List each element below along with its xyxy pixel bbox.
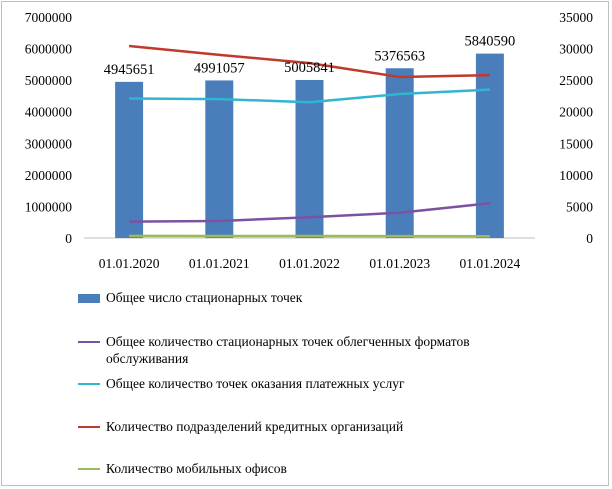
x-tick-label: 01.01.2024 (460, 256, 521, 271)
left-tick-label: 5000000 (25, 73, 73, 88)
legend-label: Количество мобильных офисов (106, 461, 287, 476)
x-tick-label: 01.01.2021 (189, 256, 250, 271)
data-labels: 4945651 4991057 5005841 5376563 5840590 (104, 34, 516, 78)
series-line (128, 44, 490, 79)
right-tick-label: 10000 (559, 168, 593, 183)
x-tick-label: 01.01.2023 (369, 256, 430, 271)
right-tick-label: 25000 (559, 73, 593, 88)
legend-swatch-series-1 (78, 383, 100, 385)
legend-swatch-series-2 (78, 426, 100, 428)
bar (385, 68, 414, 238)
line-series-group (128, 44, 491, 238)
left-tick-label: 6000000 (25, 42, 73, 57)
left-tick-label: 3000000 (25, 136, 73, 151)
bar (205, 80, 234, 238)
legend-swatch-series-0 (78, 341, 100, 343)
legend-label: Общее количество точек оказания платежны… (106, 376, 405, 391)
bar (295, 79, 324, 238)
series-line (129, 88, 490, 104)
bar-series (115, 53, 504, 238)
bar-data-label: 4945651 (104, 62, 155, 78)
left-tick-label: 4000000 (25, 105, 73, 120)
left-tick-label: 0 (65, 231, 72, 246)
bar (115, 81, 144, 238)
left-tick-label: 7000000 (25, 10, 73, 25)
legend-label: Общее количество стационарных точек обле… (106, 334, 470, 366)
bar (475, 53, 504, 238)
x-tick-label: 01.01.2020 (99, 256, 160, 271)
x-axis: 01.01.2020 01.01.2021 01.01.2022 01.01.2023… (99, 256, 521, 271)
left-tick-label: 1000000 (25, 199, 73, 214)
right-tick-label: 5000 (566, 199, 593, 214)
bar-data-label: 5376563 (374, 48, 425, 64)
bar-data-label: 5840590 (465, 34, 516, 50)
right-tick-label: 0 (586, 231, 593, 246)
right-tick-label: 15000 (559, 136, 593, 151)
right-axis: 0 5000 10000 15000 20000 25000 30000 35000 (559, 10, 593, 246)
series-line (129, 202, 491, 223)
left-axis: 0 1000000 2000000 3000000 4000000 5000000 6000… (25, 10, 73, 246)
legend-label: Количество подразделений кредитных орган… (106, 419, 404, 434)
bar-data-label: 5005841 (284, 60, 335, 76)
right-tick-label: 30000 (559, 42, 593, 57)
legend-label: Общее число стационарных точек (106, 290, 303, 305)
legend-swatch-series-3 (78, 468, 100, 470)
x-tick-label: 01.01.2022 (279, 256, 340, 271)
left-tick-label: 2000000 (25, 168, 73, 183)
legend-swatch-bars (78, 294, 100, 303)
bar-data-label: 4991057 (194, 60, 245, 76)
right-tick-label: 35000 (559, 10, 593, 25)
right-tick-label: 20000 (559, 105, 593, 120)
